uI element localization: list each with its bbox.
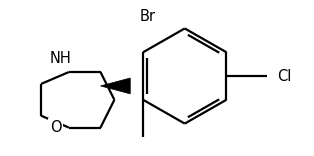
Polygon shape <box>100 78 130 94</box>
Text: NH: NH <box>50 51 72 66</box>
Text: O: O <box>50 120 62 135</box>
Text: Br: Br <box>140 9 156 24</box>
Text: Cl: Cl <box>277 68 291 83</box>
